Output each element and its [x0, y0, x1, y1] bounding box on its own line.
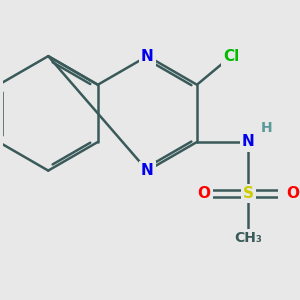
Text: N: N — [141, 163, 154, 178]
Text: S: S — [243, 186, 254, 201]
Text: CH₃: CH₃ — [235, 231, 262, 245]
Text: N: N — [242, 134, 255, 149]
Text: O: O — [197, 186, 210, 201]
Text: H: H — [261, 121, 273, 135]
Text: O: O — [286, 186, 300, 201]
Text: N: N — [141, 49, 154, 64]
Text: Cl: Cl — [223, 49, 239, 64]
